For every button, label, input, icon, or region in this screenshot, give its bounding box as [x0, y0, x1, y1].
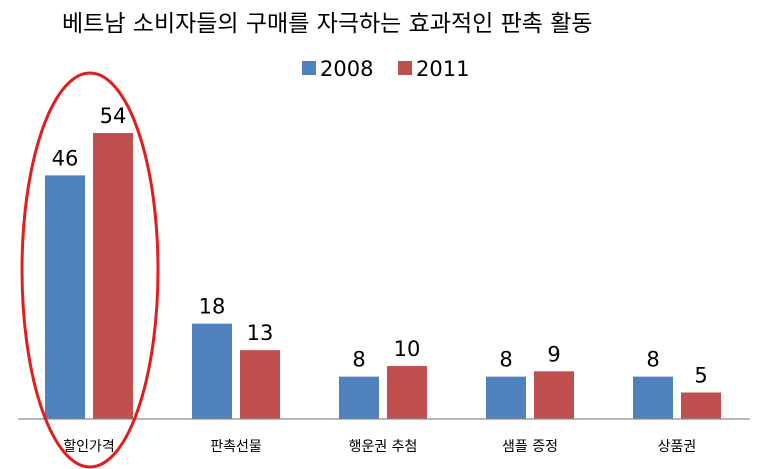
- data-label-2011-2: 10: [394, 337, 421, 361]
- bar-2011-1: [240, 350, 280, 419]
- legend: 2008 2011: [302, 57, 469, 81]
- chart-title: 베트남 소비자들의 구매를 자극하는 효과적인 판촉 활동: [62, 11, 593, 37]
- x-tick-label-4: 상품권: [658, 439, 697, 455]
- x-tick-label-2: 행운권 추첨: [349, 439, 418, 455]
- data-label-2011-3: 9: [547, 342, 560, 366]
- bar-2011-3: [534, 371, 574, 419]
- x-tick-label-3: 샘플 증정: [502, 439, 558, 455]
- plot-area: 46 54 할인가격 18 13 판촉선물 8 10 행운권 추첨 8 9 샘플 증정 8 5 상품권: [45, 104, 721, 455]
- data-label-2008-0: 46: [52, 146, 79, 170]
- bar-2011-4: [681, 392, 721, 419]
- bar-2008-2: [339, 376, 379, 419]
- bar-2008-1: [192, 323, 232, 419]
- x-tick-label-0: 할인가격: [63, 439, 115, 455]
- data-label-2011-1: 13: [247, 321, 274, 345]
- data-label-2008-3: 8: [499, 348, 512, 372]
- data-label-2008-4: 8: [646, 348, 659, 372]
- legend-label-2011: 2011: [416, 57, 469, 81]
- legend-swatch-2011: [398, 61, 412, 75]
- data-label-2008-2: 8: [352, 348, 365, 372]
- bar-2008-0: [45, 175, 85, 419]
- data-label-2011-4: 5: [694, 364, 707, 388]
- bar-2011-2: [387, 366, 427, 419]
- data-label-2011-0: 54: [100, 104, 127, 128]
- legend-label-2008: 2008: [320, 57, 373, 81]
- x-tick-label-1: 판촉선물: [210, 439, 262, 455]
- data-label-2008-1: 18: [199, 295, 226, 319]
- bar-2008-3: [486, 376, 526, 419]
- bar-2011-0: [93, 133, 133, 419]
- bar-2008-4: [633, 376, 673, 419]
- highlight-ellipse: [20, 71, 160, 469]
- legend-swatch-2008: [302, 61, 316, 75]
